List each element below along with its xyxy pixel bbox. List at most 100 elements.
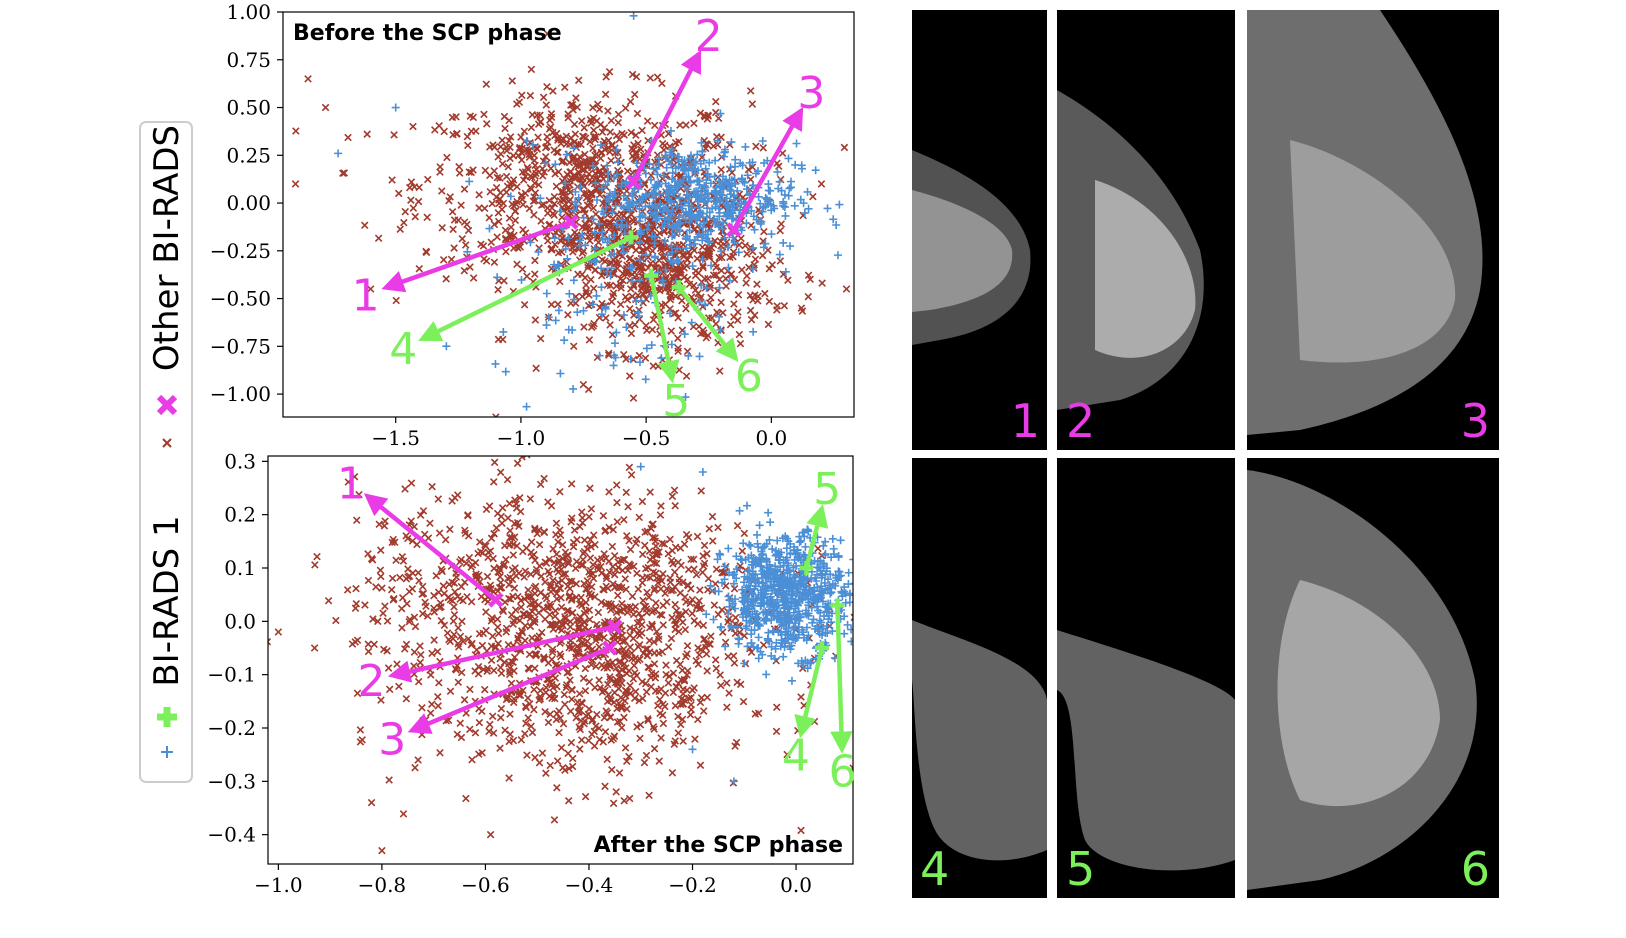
scatter-point (397, 604, 406, 613)
scatter-point (756, 557, 765, 566)
scatter-point (363, 130, 371, 138)
scatter-point (494, 217, 503, 226)
scatter-point (626, 285, 635, 293)
scatter-point (644, 221, 653, 230)
scatter-point (759, 641, 768, 649)
scatter-point (646, 175, 655, 184)
scatter-point (626, 355, 635, 364)
scatter-point (674, 729, 683, 737)
scatter-point (523, 456, 531, 459)
scatter-point (725, 276, 734, 285)
scatter-point (829, 544, 838, 553)
scatter-point (510, 584, 519, 592)
scatter-point (668, 546, 677, 555)
scatter-point (584, 263, 592, 272)
scatter-point (768, 570, 777, 579)
scatter-point (375, 520, 383, 528)
y-tick-label: −0.2 (207, 716, 256, 740)
scatter-point (602, 73, 610, 81)
scatter-point (552, 660, 561, 669)
scatter-point (761, 289, 769, 298)
scatter-point (522, 703, 530, 712)
scatter-point (313, 552, 321, 561)
scatter-point (762, 556, 771, 565)
scatter-point (799, 574, 808, 583)
scatter-point (504, 514, 512, 522)
scatter-point (695, 203, 704, 212)
scatter-point (356, 726, 365, 734)
scatter-point (794, 659, 803, 668)
highlight-marker (624, 230, 639, 245)
scatter-point (547, 502, 556, 510)
scatter-point (622, 178, 631, 187)
scatter-point (780, 589, 789, 598)
scatter-point (255, 544, 261, 550)
photo-label-4: 4 (920, 842, 949, 896)
y-tick-label: −0.25 (210, 239, 271, 263)
scatter-point (623, 669, 631, 678)
scatter-point (650, 638, 658, 646)
highlight-label: 1 (337, 459, 365, 510)
scatter-point (509, 152, 518, 160)
scatter-point (468, 561, 477, 569)
scatter-point (418, 590, 426, 598)
scatter-point (411, 212, 420, 221)
scatter-point (585, 540, 593, 548)
scatter-point (558, 541, 567, 549)
scatter-point (787, 614, 796, 623)
scatter-point (534, 247, 543, 256)
scatter-point (651, 674, 660, 682)
scatter-point (496, 174, 504, 182)
scatter-point (653, 170, 662, 179)
scatter-point (835, 200, 844, 209)
scatter-point (640, 758, 649, 767)
scatter-point (531, 270, 539, 278)
scatter-point (680, 540, 689, 548)
scatter-point (733, 186, 742, 195)
scatter-point (589, 103, 597, 112)
scatter-point (777, 572, 786, 581)
scatter-point (809, 615, 818, 624)
scatter-point (622, 355, 630, 363)
scatter-point (629, 394, 638, 402)
scatter-point (811, 573, 820, 582)
scatter-point (524, 694, 532, 702)
scatter-point (519, 610, 527, 618)
scatter-point (595, 724, 603, 732)
scatter-point (722, 282, 730, 290)
scatter-point (590, 228, 599, 237)
scatter-point (628, 292, 637, 301)
scatter-point (726, 208, 735, 217)
scatter-point (811, 166, 820, 175)
scatter-point (722, 212, 731, 221)
scatter-point (682, 244, 691, 253)
scatter-point (712, 198, 721, 207)
scatter-point (754, 543, 763, 552)
scatter-point (414, 756, 422, 764)
highlight-arrow (648, 275, 680, 384)
scatter-point (592, 257, 601, 266)
scatter-point (454, 216, 463, 224)
scatter-point (504, 162, 513, 171)
scatter-point (670, 568, 679, 576)
scatter-point (638, 126, 646, 135)
scatter-point (498, 504, 507, 512)
scatter-point (736, 680, 745, 689)
scatter-point (552, 129, 561, 138)
scatter-point (546, 761, 554, 770)
scatter-point (799, 550, 808, 559)
scatter-point (590, 319, 598, 328)
scatter-point (688, 745, 697, 754)
scatter-point (598, 128, 607, 136)
scatter-point (742, 219, 751, 228)
scatter-point (496, 655, 504, 663)
scatter-point (639, 193, 648, 202)
scatter-point (662, 186, 671, 195)
legend: Other BI-RADS BI-RADS 1 (139, 121, 193, 783)
scatter-point (536, 480, 545, 489)
scatter-point (816, 608, 825, 617)
scatter-point (601, 90, 610, 99)
legend-other-label: Other BI-RADS (147, 125, 187, 371)
scatter-point (364, 640, 373, 648)
scatter-point (527, 65, 536, 74)
